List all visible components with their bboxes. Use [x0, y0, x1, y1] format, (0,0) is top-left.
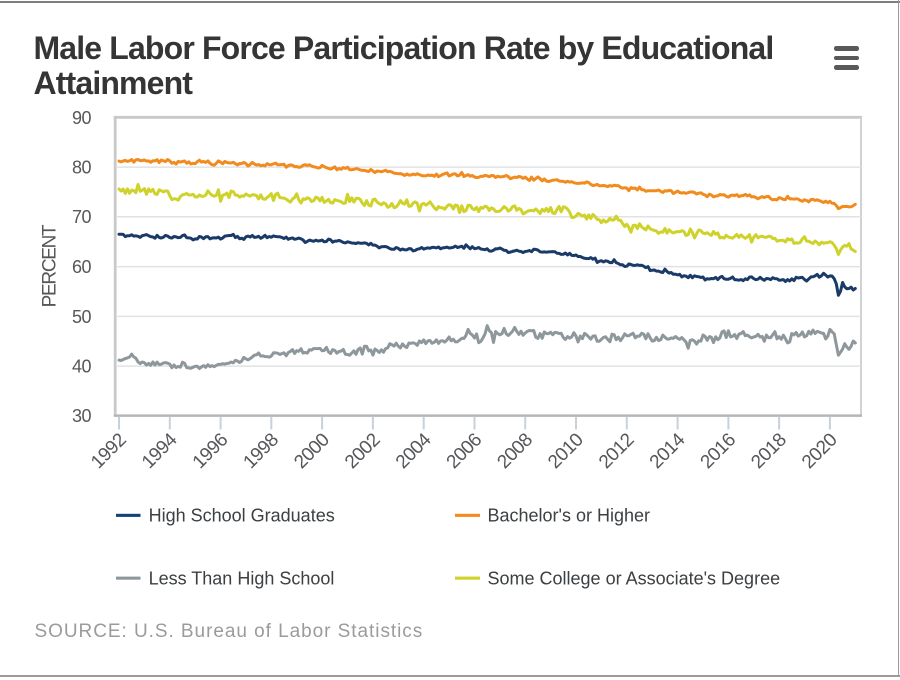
svg-text:2016: 2016 — [697, 430, 740, 473]
svg-text:1998: 1998 — [240, 430, 283, 473]
svg-text:2018: 2018 — [747, 430, 790, 473]
svg-text:2004: 2004 — [392, 429, 436, 473]
svg-text:90: 90 — [72, 108, 92, 128]
svg-text:Some College or Associate's De: Some College or Associate's Degree — [488, 569, 781, 589]
svg-text:2006: 2006 — [443, 430, 486, 473]
svg-text:1992: 1992 — [87, 430, 130, 473]
svg-text:30: 30 — [72, 406, 92, 426]
svg-text:60: 60 — [72, 257, 92, 277]
svg-text:SOURCE: U.S. Bureau of Labor S: SOURCE: U.S. Bureau of Labor Statistics — [35, 621, 424, 642]
svg-text:2008: 2008 — [493, 430, 536, 473]
svg-text:2020: 2020 — [798, 430, 841, 473]
svg-text:1994: 1994 — [138, 429, 182, 473]
svg-text:2014: 2014 — [646, 429, 690, 473]
svg-text:Less Than High School: Less Than High School — [149, 569, 335, 589]
svg-text:40: 40 — [72, 357, 92, 377]
svg-text:2012: 2012 — [595, 430, 638, 473]
svg-text:2002: 2002 — [341, 430, 384, 473]
svg-text:Bachelor's or Higher: Bachelor's or Higher — [488, 506, 651, 526]
svg-text:2010: 2010 — [544, 430, 587, 473]
svg-text:1996: 1996 — [189, 430, 232, 473]
svg-text:50: 50 — [72, 307, 92, 327]
svg-text:70: 70 — [72, 207, 92, 227]
svg-text:2000: 2000 — [290, 430, 333, 473]
svg-text:PERCENT: PERCENT — [40, 224, 61, 307]
svg-text:80: 80 — [72, 158, 92, 178]
svg-text:High School Graduates: High School Graduates — [149, 506, 335, 526]
